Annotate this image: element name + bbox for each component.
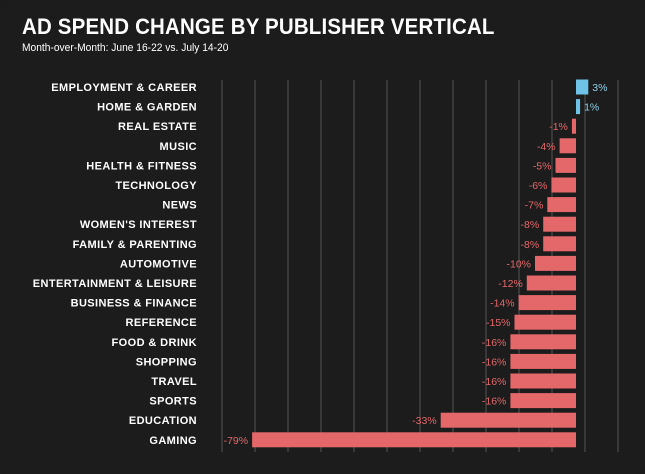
bar-7: [543, 216, 576, 232]
value-label-10: -12%: [498, 278, 523, 290]
category-label-8: FAMILY & PARENTING: [73, 239, 197, 251]
value-label-4: -5%: [533, 160, 552, 172]
chart-title: AD SPEND CHANGE BY PUBLISHER VERTICAL: [22, 14, 495, 39]
value-label-8: -8%: [521, 239, 540, 251]
value-label-12: -15%: [486, 317, 511, 329]
category-label-12: REFERENCE: [126, 317, 197, 329]
bar-11: [518, 295, 576, 311]
value-label-17: -33%: [412, 415, 437, 427]
category-label-10: ENTERTAINMENT & LEISURE: [33, 278, 197, 290]
value-label-14: -16%: [482, 356, 507, 368]
bar-4: [555, 157, 576, 173]
value-label-5: -6%: [529, 180, 548, 192]
bar-2: [571, 118, 576, 134]
category-label-18: GAMING: [149, 435, 197, 447]
category-label-15: TRAVEL: [151, 376, 197, 388]
category-label-7: WOMEN'S INTEREST: [80, 219, 197, 231]
bar-14: [510, 353, 576, 369]
bar-18: [252, 432, 576, 448]
category-label-9: AUTOMOTIVE: [120, 258, 197, 270]
value-label-0: 3%: [592, 82, 607, 94]
category-label-13: FOOD & DRINK: [112, 337, 197, 349]
category-label-3: MUSIC: [160, 141, 197, 153]
bar-1: [576, 99, 581, 115]
category-label-6: NEWS: [162, 200, 197, 212]
chart-subtitle: Month-over-Month: June 16-22 vs. July 14…: [22, 42, 229, 54]
bar-6: [547, 197, 576, 213]
value-label-16: -16%: [482, 396, 507, 408]
value-label-9: -10%: [506, 258, 531, 270]
value-label-2: -1%: [549, 121, 568, 133]
bar-16: [510, 393, 576, 409]
value-label-6: -7%: [525, 200, 544, 212]
bar-12: [514, 314, 576, 330]
category-label-16: SPORTS: [149, 396, 197, 408]
category-label-5: TECHNOLOGY: [115, 180, 197, 192]
bar-5: [551, 177, 576, 193]
value-label-13: -16%: [482, 337, 507, 349]
category-label-0: EMPLOYMENT & CAREER: [51, 82, 197, 94]
category-label-2: REAL ESTATE: [118, 121, 197, 133]
bar-0: [576, 79, 589, 95]
value-label-11: -14%: [490, 298, 515, 310]
value-label-15: -16%: [482, 376, 507, 388]
bars: [252, 79, 589, 448]
category-label-17: EDUCATION: [129, 415, 197, 427]
value-label-1: 1%: [584, 102, 599, 114]
bar-17: [440, 412, 576, 428]
bar-9: [535, 255, 576, 271]
category-label-11: BUSINESS & FINANCE: [71, 298, 197, 310]
category-labels: EMPLOYMENT & CAREER HOME & GARDEN REAL EST…: [33, 82, 197, 447]
value-labels: 3% 1% -1% -4% -5% -6% -7% -8% -8% -10% -12% -14% -15…: [224, 82, 608, 447]
category-label-4: HEALTH & FITNESS: [86, 160, 197, 172]
value-label-3: -4%: [537, 141, 556, 153]
value-label-18: -79%: [224, 435, 249, 447]
bar-3: [559, 138, 576, 154]
value-label-7: -8%: [521, 219, 540, 231]
bar-15: [510, 373, 576, 389]
bar-8: [543, 236, 576, 252]
bar-13: [510, 334, 576, 350]
category-label-1: HOME & GARDEN: [97, 102, 197, 114]
bar-10: [526, 275, 576, 291]
gridlines: [221, 80, 619, 452]
category-label-14: SHOPPING: [136, 356, 197, 368]
